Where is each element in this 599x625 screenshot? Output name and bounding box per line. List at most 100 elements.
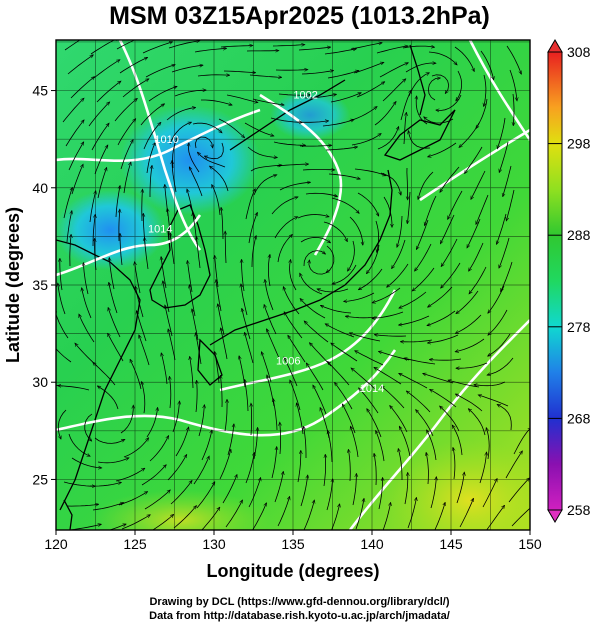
streamline: [142, 382, 146, 414]
streamline: [448, 190, 463, 219]
streamline: [172, 161, 177, 193]
streamline: [220, 46, 253, 48]
streamline: [270, 117, 302, 122]
streamline: [428, 334, 459, 343]
streamline: [380, 172, 401, 195]
streamline: [392, 239, 406, 268]
streamline: [355, 499, 364, 530]
streamline: [161, 353, 168, 385]
streamline: [145, 65, 175, 78]
streamline: [378, 478, 383, 510]
isobar-label: 1002: [293, 89, 317, 101]
streamline: [379, 63, 408, 78]
streamline: [508, 478, 530, 503]
isobar: [468, 40, 530, 141]
x-tick-label: 130: [202, 536, 226, 552]
streamline: [479, 452, 487, 484]
streamline: [109, 283, 118, 314]
streamline: [351, 134, 381, 146]
streamline: [251, 236, 256, 268]
streamline: [190, 357, 194, 389]
colorbar-tick-label: 278: [567, 319, 591, 335]
streamline: [503, 165, 512, 196]
streamline: [250, 165, 282, 172]
colorbar-bottom-arrow: [547, 509, 563, 523]
streamline: [430, 390, 457, 408]
streamline: [253, 175, 277, 196]
streamline: [188, 143, 200, 173]
streamline: [89, 191, 96, 223]
streamline: [513, 428, 530, 455]
streamline: [63, 188, 72, 219]
streamline: [372, 311, 404, 318]
streamline: [417, 219, 429, 249]
streamline: [430, 359, 462, 360]
streamline: [225, 500, 242, 528]
streamline: [405, 63, 436, 73]
streamline: [252, 503, 266, 530]
streamline: [356, 82, 385, 98]
streamline: [355, 351, 384, 366]
streamline: [196, 333, 202, 365]
streamline: [165, 305, 173, 337]
x-tick-label: 135: [281, 536, 305, 552]
streamline: [58, 283, 66, 315]
streamline: [145, 238, 149, 270]
streamline: [139, 335, 150, 366]
streamline: [115, 186, 120, 218]
streamline: [98, 386, 119, 410]
streamline: [330, 93, 361, 103]
streamline: [465, 146, 483, 173]
streamline: [262, 352, 272, 383]
streamline: [83, 263, 89, 295]
streamline: [456, 394, 483, 412]
streamline: [168, 41, 200, 49]
streamline: [327, 71, 359, 79]
streamline: [407, 167, 408, 200]
streamline: [376, 431, 385, 462]
streamline: [387, 263, 409, 287]
streamline: [486, 506, 504, 530]
streamline: [219, 450, 231, 480]
x-tick-label: 150: [518, 536, 542, 552]
streamline: [189, 167, 203, 197]
streamline: [64, 40, 81, 51]
streamline: [374, 102, 396, 126]
streamline: [69, 524, 101, 530]
streamline: [280, 423, 281, 455]
streamline: [459, 499, 473, 528]
streamline: [142, 42, 172, 54]
streamline: [397, 215, 403, 247]
streamline: [277, 497, 290, 527]
isobar: [56, 349, 397, 437]
isobar-labels: 1010 1014 1002 1006 1014: [148, 89, 384, 395]
streamline: [245, 333, 254, 364]
streamline: [303, 250, 325, 267]
streamline: [326, 479, 333, 511]
x-tick-label: 145: [439, 536, 463, 552]
streamline: [303, 500, 314, 530]
streamline: [304, 427, 307, 458]
streamline: [404, 473, 408, 505]
streamline: [242, 309, 251, 340]
streamline: [309, 260, 331, 275]
streamline: [93, 60, 120, 79]
streamline: [351, 368, 376, 390]
streamline: [488, 333, 511, 356]
streamline: [359, 388, 379, 414]
streamline: [428, 51, 457, 65]
colorbar-top-arrow: [547, 39, 563, 53]
streamline: [322, 120, 354, 127]
streamline: [427, 430, 437, 461]
streamline: [348, 240, 355, 271]
streamline: [469, 242, 484, 271]
streamline: [348, 107, 377, 122]
streamline: [331, 343, 358, 362]
streamline: [456, 362, 488, 368]
streamline: [428, 142, 457, 157]
streamline: [428, 286, 453, 307]
streamline: [296, 121, 328, 122]
streamline: [140, 104, 164, 126]
streamline: [351, 427, 359, 458]
streamline: [298, 47, 330, 51]
